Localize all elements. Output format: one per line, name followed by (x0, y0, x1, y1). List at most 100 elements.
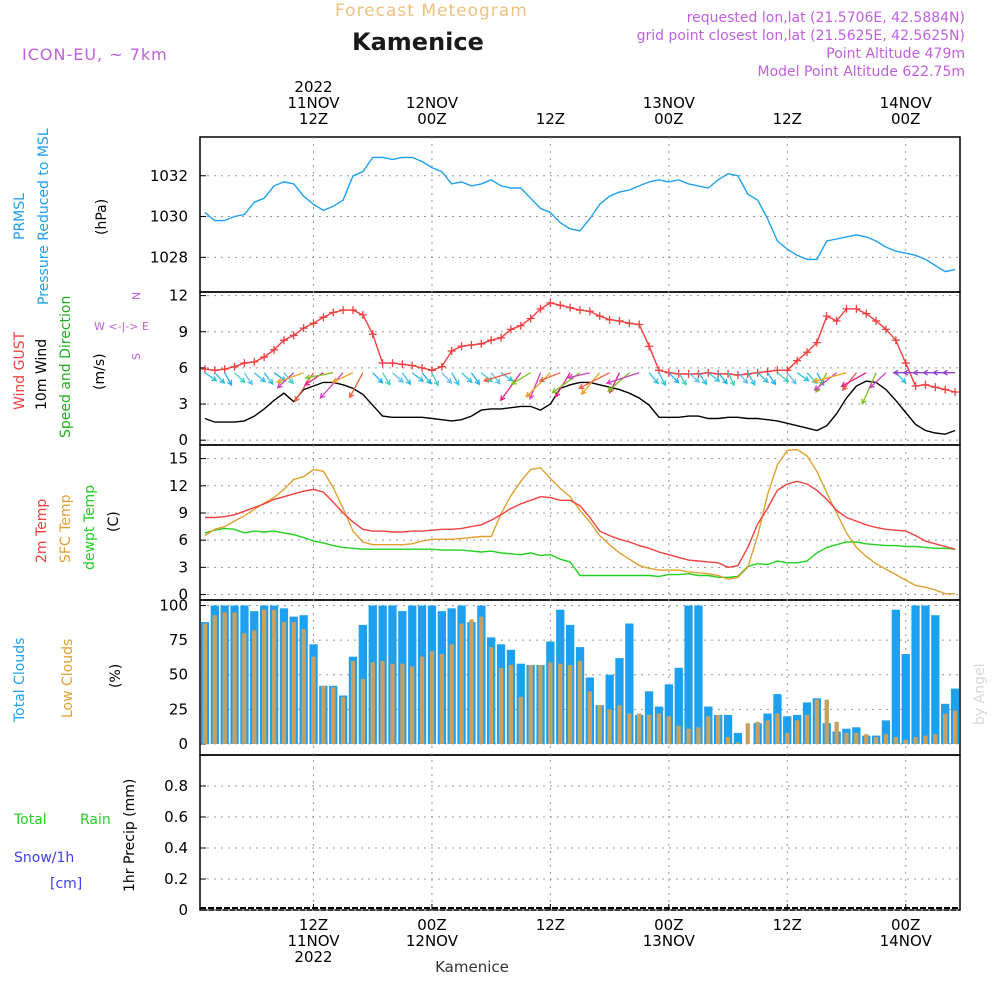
wind-arrow (349, 372, 364, 399)
low-cloud-bar (844, 732, 849, 744)
wind-arrow (500, 372, 522, 402)
precip-label-total: Total (13, 812, 47, 828)
low-cloud-bar (489, 647, 494, 744)
gust-marker (220, 365, 229, 374)
gust-marker (615, 316, 624, 325)
wind-arrow (276, 372, 295, 389)
wind-arrow (776, 372, 790, 383)
gust-marker (516, 321, 525, 330)
low-cloud-bar (627, 713, 632, 744)
gust-marker (526, 314, 535, 323)
gust-marker (921, 380, 930, 389)
top-time-label: 14NOV (880, 94, 933, 112)
top-time-label: 00Z (654, 110, 683, 128)
low-cloud-bar (360, 678, 365, 744)
low-cloud-bar (597, 705, 602, 744)
low-cloud-bar (913, 737, 918, 744)
low-cloud-bar (864, 734, 869, 744)
gust-marker (546, 298, 555, 307)
wind-arrow (276, 372, 304, 384)
wind-arrow (331, 372, 354, 383)
wind-arrow (304, 372, 334, 381)
point-altitude: Point Altitude 479m (826, 46, 965, 62)
product-title: Forecast Meteogram (335, 1, 528, 21)
gust-marker (576, 306, 584, 315)
wind-arrow (538, 372, 561, 383)
bottom-time-label: 11NOV (287, 932, 340, 950)
gust-marker (408, 361, 417, 370)
wind-label-dir: Speed and Direction (58, 296, 74, 438)
wind-arrow (234, 372, 246, 384)
gust-marker (793, 356, 802, 365)
y-tick-label: 9 (178, 504, 188, 522)
wind-arrow (757, 372, 769, 384)
low-cloud-bar (479, 616, 484, 744)
y-tick-label: 75 (169, 631, 188, 649)
gust-marker (812, 338, 821, 347)
low-cloud-bar (419, 656, 425, 744)
model-altitude: Model Point Altitude 622.75m (758, 64, 965, 80)
low-cloud-bar (577, 660, 583, 744)
low-cloud-bar (301, 629, 306, 744)
footer-location: Kamenice (435, 958, 509, 976)
wind-arrow (941, 369, 956, 376)
low-cloud-bar (429, 651, 435, 744)
wind-arrow (678, 372, 687, 386)
gust-marker (260, 353, 269, 362)
watermark: by Angel (972, 664, 988, 725)
total-cloud-bar (783, 716, 792, 744)
total-cloud-bar (733, 732, 743, 744)
low-cloud-bar (854, 732, 859, 744)
low-cloud-bar (814, 699, 819, 744)
top-time-label: 12Z (773, 110, 802, 128)
low-cloud-bar (281, 622, 286, 744)
low-cloud-bar (242, 633, 247, 744)
y-tick-label: 0.6 (164, 808, 188, 826)
wind-arrow (461, 372, 473, 384)
low-cloud-bar (459, 623, 464, 744)
wind-arrow (607, 372, 630, 392)
wind-arrow (737, 372, 749, 384)
low-cloud-bar (390, 663, 395, 744)
gust-marker (556, 301, 565, 310)
wind-arrow (605, 372, 640, 385)
top-time-label: 12Z (299, 110, 328, 128)
wind-arrow (580, 372, 601, 396)
gust-marker (763, 367, 772, 376)
wind-arrow (697, 372, 708, 386)
top-time-label: 11NOV (287, 94, 340, 112)
bottom-time-label: 14NOV (880, 932, 933, 950)
low-cloud-bar (538, 665, 543, 744)
low-cloud-bar (765, 720, 770, 744)
low-cloud-bar (637, 713, 642, 744)
gust-marker (368, 330, 377, 339)
bottom-time-label: 12Z (299, 916, 328, 934)
clouds-unit: (%) (108, 664, 124, 688)
wind-arrow (441, 372, 453, 384)
low-cloud-bar (558, 663, 563, 744)
low-cloud-bar (370, 662, 375, 744)
gust-marker (230, 362, 239, 371)
gust-marker (585, 307, 594, 316)
wind-arrow (525, 372, 551, 398)
wind-arrow (243, 372, 253, 386)
temp-unit: (C) (106, 511, 122, 532)
low-cloud-bar (498, 667, 504, 744)
y-tick-label: 0.2 (164, 870, 188, 888)
top-time-label: 12NOV (406, 94, 459, 112)
compass-s: S (130, 353, 143, 360)
low-cloud-bar (449, 644, 454, 744)
clouds-label-low: Low Clouds (60, 639, 76, 718)
wind-arrow (840, 372, 867, 387)
low-cloud-bar (696, 727, 701, 744)
precip-label-cm: [cm] (50, 876, 82, 892)
wind-arrow (567, 372, 591, 380)
top-time-label: 00Z (891, 110, 920, 128)
gust-marker (319, 313, 328, 322)
low-cloud-bar (804, 714, 810, 744)
wind-arrow (648, 372, 659, 385)
gust-marker (941, 385, 950, 394)
gust-marker (437, 362, 446, 371)
wind-arrow (658, 372, 667, 387)
